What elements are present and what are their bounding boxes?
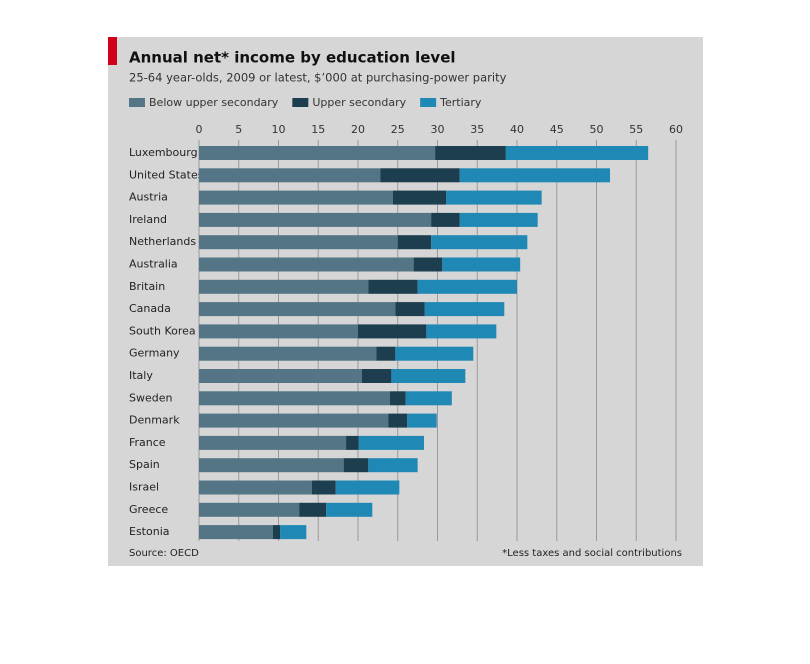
footnote: *Less taxes and social contributions — [502, 548, 682, 559]
chart-title: Annual net* income by education level — [129, 49, 456, 67]
bar-segment — [199, 279, 369, 294]
bar-segment — [368, 458, 418, 473]
bar-segment — [426, 324, 497, 339]
bar-segment — [459, 168, 611, 183]
legend-swatch — [292, 98, 309, 107]
y-tick-label: Italy — [129, 369, 153, 382]
y-tick-label: Germany — [129, 347, 180, 360]
panel — [108, 37, 703, 566]
y-tick-label: Ireland — [129, 213, 167, 226]
x-tick-label: 25 — [391, 123, 405, 136]
y-tick-label: Australia — [129, 258, 178, 271]
bar-segment — [442, 257, 521, 272]
bar-segment — [459, 212, 538, 227]
bar-segment — [361, 369, 392, 383]
bar-segment — [199, 212, 432, 227]
x-tick-label: 15 — [311, 123, 325, 136]
x-tick-label: 10 — [272, 123, 286, 136]
bar-segment — [335, 480, 400, 495]
bar-segment — [358, 324, 427, 339]
x-tick-label: 0 — [196, 123, 203, 136]
bar-segment — [326, 502, 373, 517]
x-tick-label: 35 — [470, 123, 484, 136]
y-tick-label: Austria — [129, 191, 168, 204]
bar-segment — [272, 525, 281, 540]
x-tick-label: 30 — [431, 123, 445, 136]
bar-segment — [358, 435, 424, 450]
bar-segment — [388, 413, 408, 428]
bar-segment — [431, 212, 460, 227]
bar-segment — [424, 302, 505, 317]
bar-segment — [311, 480, 336, 495]
y-tick-label: South Korea — [129, 324, 196, 337]
bar-segment — [446, 190, 542, 205]
bar-segment — [199, 324, 358, 339]
bar-segment — [199, 525, 273, 540]
y-tick-label: Britain — [129, 280, 165, 293]
subtitle: 25-64 year-olds, 2009 or latest, $’000 a… — [129, 71, 507, 85]
bar-segment — [299, 502, 327, 517]
y-tick-label: Greece — [129, 503, 168, 516]
bar-segment — [343, 458, 369, 473]
bar-segment — [405, 391, 452, 406]
legend-swatch — [420, 98, 437, 107]
accent — [108, 37, 117, 65]
y-tick-label: Estonia — [129, 525, 170, 538]
bar-segment — [392, 190, 447, 205]
bar-segment — [407, 413, 437, 428]
bar-segment — [505, 146, 649, 160]
bar-segment — [199, 391, 390, 406]
bar-segment — [435, 146, 506, 160]
x-tick-label: 20 — [351, 123, 365, 136]
bar-segment — [199, 458, 344, 473]
x-tick-label: 5 — [235, 123, 242, 136]
bar-segment — [391, 369, 466, 383]
bar-segment — [199, 257, 414, 272]
x-tick-label: 55 — [629, 123, 643, 136]
legend-label: Upper secondary — [312, 96, 406, 109]
x-tick-label: 40 — [510, 123, 524, 136]
bar-segment — [417, 279, 517, 294]
legend-swatch — [129, 98, 145, 107]
x-tick-label: 45 — [550, 123, 564, 136]
y-tick-label: Israel — [129, 481, 159, 494]
source: Source: OECD — [129, 548, 199, 559]
y-tick-label: Luxembourg — [129, 146, 198, 159]
bar-segment — [199, 302, 396, 317]
legend-label: Below upper secondary — [149, 96, 279, 109]
x-tick-label: 50 — [590, 123, 604, 136]
y-tick-label: Sweden — [129, 391, 172, 404]
bar-segment — [199, 480, 312, 495]
bar-segment — [199, 146, 436, 160]
y-tick-label: Netherlands — [129, 235, 196, 248]
x-tick-label: 60 — [669, 123, 683, 136]
bar-segment — [199, 502, 300, 517]
bar-segment — [389, 391, 406, 406]
y-tick-label: Canada — [129, 302, 171, 315]
bar-segment — [346, 435, 359, 450]
bar-segment — [368, 279, 418, 294]
bar-segment — [395, 346, 474, 361]
bar-segment — [376, 346, 396, 361]
bar-segment — [395, 302, 425, 317]
legend-label: Tertiary — [439, 96, 482, 109]
bar-segment — [199, 346, 377, 361]
bar-segment — [199, 168, 381, 183]
bar-segment — [380, 168, 460, 183]
y-tick-label: United States — [129, 168, 204, 181]
bar-segment — [199, 413, 389, 428]
bar-segment — [199, 369, 362, 383]
bar-segment — [280, 525, 307, 540]
y-tick-label: France — [129, 436, 166, 449]
bar-segment — [431, 235, 528, 250]
y-tick-label: Spain — [129, 458, 160, 471]
y-tick-label: Denmark — [129, 414, 180, 427]
bar-segment — [199, 235, 398, 250]
bar-segment — [199, 435, 347, 450]
bar-segment — [413, 257, 443, 272]
bar-segment — [397, 235, 432, 250]
bar-segment — [199, 190, 393, 205]
